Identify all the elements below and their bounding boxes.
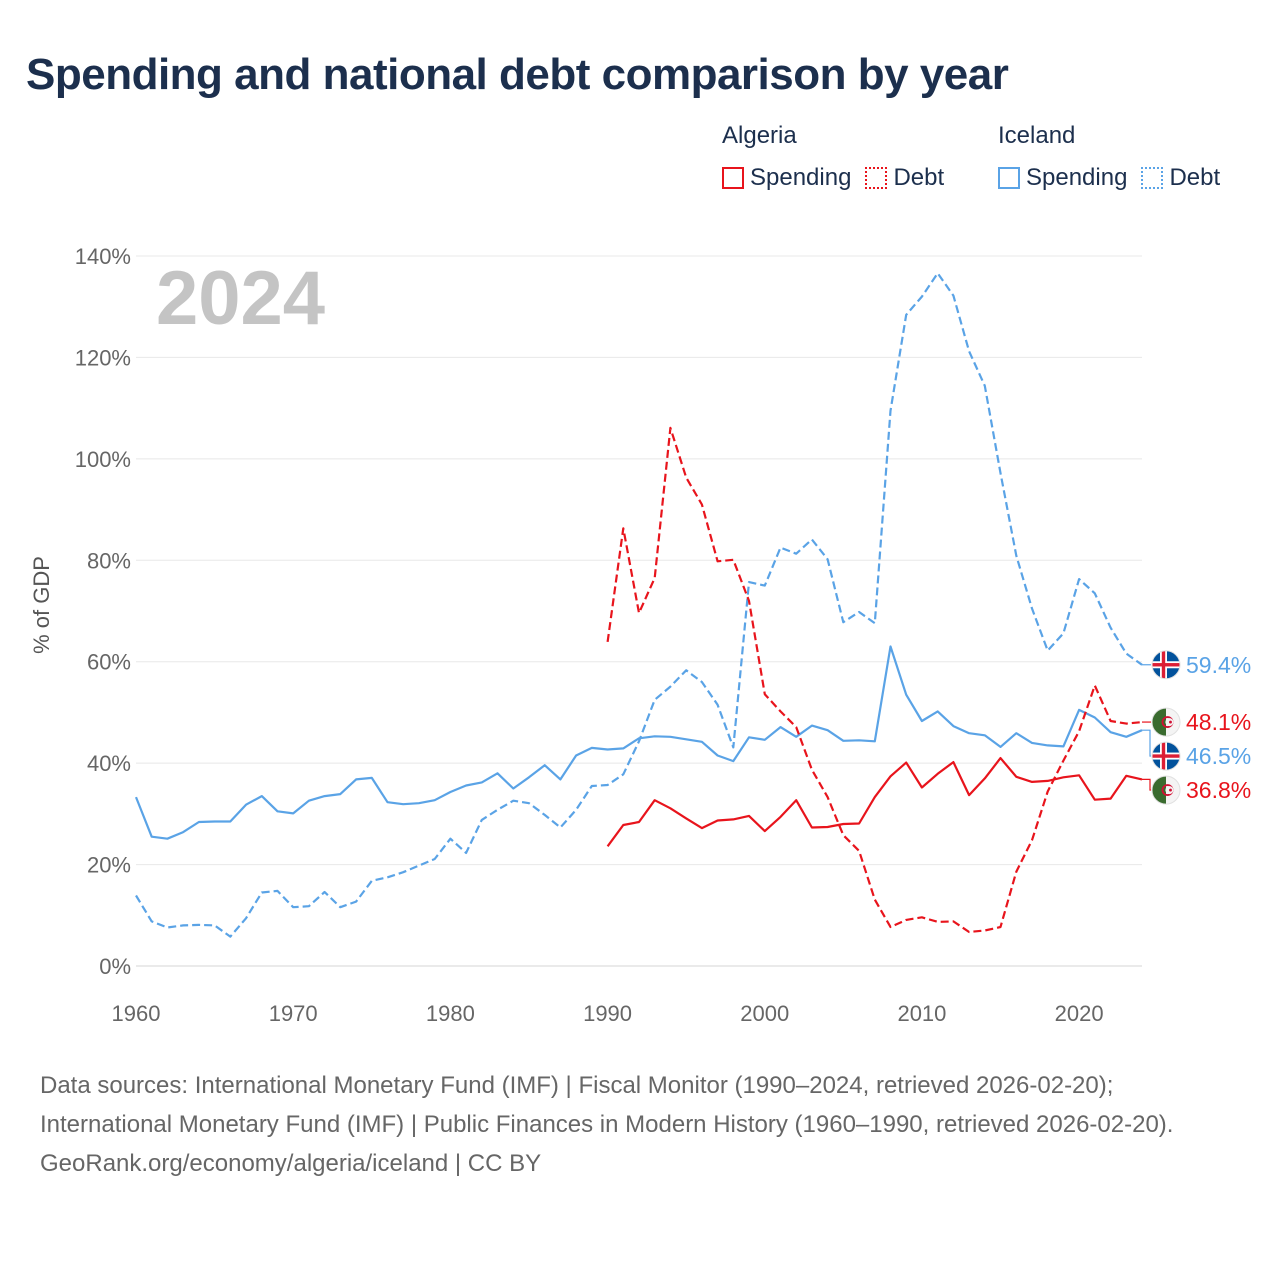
algeria-flag-icon <box>1151 775 1181 805</box>
legend-item-label: Spending <box>1026 164 1128 191</box>
end-label-algeria: 36.8% <box>1142 775 1251 805</box>
series-iceland-debt[interactable] <box>135 272 1143 938</box>
y-tick-label: 20% <box>87 853 131 878</box>
end-label-iceland: 46.5% <box>1142 729 1251 771</box>
series-lines <box>134 272 1143 938</box>
end-label-value: 46.5% <box>1186 743 1251 769</box>
x-tick-label: 1970 <box>269 1001 318 1026</box>
legend-group-name: Iceland <box>998 122 1076 149</box>
legend-swatch-dotted <box>1141 167 1164 189</box>
x-tick-label: 1990 <box>583 1001 632 1026</box>
algeria-flag-icon <box>1151 707 1181 737</box>
x-ticks: 1960 1970 1980 1990 2000 2010 2020 <box>112 1001 1104 1026</box>
end-label-value: 36.8% <box>1186 777 1251 803</box>
x-tick-label: 2020 <box>1055 1001 1104 1026</box>
end-labels: 59.4% 48.1% 46.5% 36.8% <box>1142 650 1251 805</box>
legend-item-label: Debt <box>893 164 945 191</box>
x-tick-label: 2000 <box>740 1001 789 1026</box>
y-tick-label: 0% <box>99 954 131 979</box>
series-algeria-debt[interactable] <box>606 426 1143 934</box>
legend-item-label: Spending <box>750 164 852 191</box>
y-tick-label: 120% <box>75 345 131 370</box>
y-tick-label: 80% <box>87 548 131 573</box>
y-ticks: 0% 20% 40% 60% 80% 100% 120% 140% <box>75 244 131 979</box>
footer: Data sources: International Monetary Fun… <box>40 1066 1240 1183</box>
iceland-flag-icon <box>1151 650 1181 680</box>
year-overlay: 2024 <box>156 256 325 341</box>
chart-svg: 2024 0% 20% 40% 60% 80% 100% 120% 140% 1960 1970… <box>75 244 1252 1026</box>
y-tick-label: 60% <box>87 650 131 675</box>
x-tick-label: 1980 <box>426 1001 475 1026</box>
end-label-algeria: 48.1% <box>1142 707 1251 737</box>
end-label-connector <box>1142 729 1151 757</box>
legend-swatch-dotted <box>865 167 888 189</box>
series-algeria-spending[interactable] <box>606 756 1143 847</box>
y-tick-label: 40% <box>87 751 131 776</box>
legend-group-algeria: Algeria Spending Debt <box>722 122 944 192</box>
x-tick-label: 1960 <box>112 1001 161 1026</box>
iceland-flag-icon <box>1151 741 1181 771</box>
legend-item-iceland-spending[interactable]: Spending <box>998 164 1127 192</box>
grid <box>136 255 1142 967</box>
series-iceland-spending[interactable] <box>134 645 1143 840</box>
legend-group-iceland: Iceland Spending Debt <box>998 122 1220 192</box>
chart-title: Spending and national debt comparison by… <box>26 50 1009 99</box>
legend-item-iceland-debt[interactable]: Debt <box>1141 164 1220 192</box>
credit-line: GeoRank.org/economy/algeria/iceland | CC… <box>40 1150 542 1177</box>
x-tick-label: 2010 <box>897 1001 946 1026</box>
legend-group-name: Algeria <box>722 122 797 149</box>
end-label-connector <box>1142 778 1151 791</box>
legend-item-algeria-debt[interactable]: Debt <box>865 164 944 192</box>
legend-item-label: Debt <box>1169 164 1221 191</box>
end-label-value: 59.4% <box>1186 652 1251 678</box>
legend-swatch-solid <box>998 167 1020 189</box>
end-label-iceland: 59.4% <box>1142 650 1251 680</box>
y-tick-label: 100% <box>75 447 131 472</box>
legend-item-algeria-spending[interactable]: Spending <box>722 164 851 192</box>
data-sources: Data sources: International Monetary Fun… <box>40 1072 1174 1138</box>
end-label-value: 48.1% <box>1186 709 1251 735</box>
legend-swatch-solid <box>722 167 744 189</box>
y-tick-label: 140% <box>75 244 131 269</box>
